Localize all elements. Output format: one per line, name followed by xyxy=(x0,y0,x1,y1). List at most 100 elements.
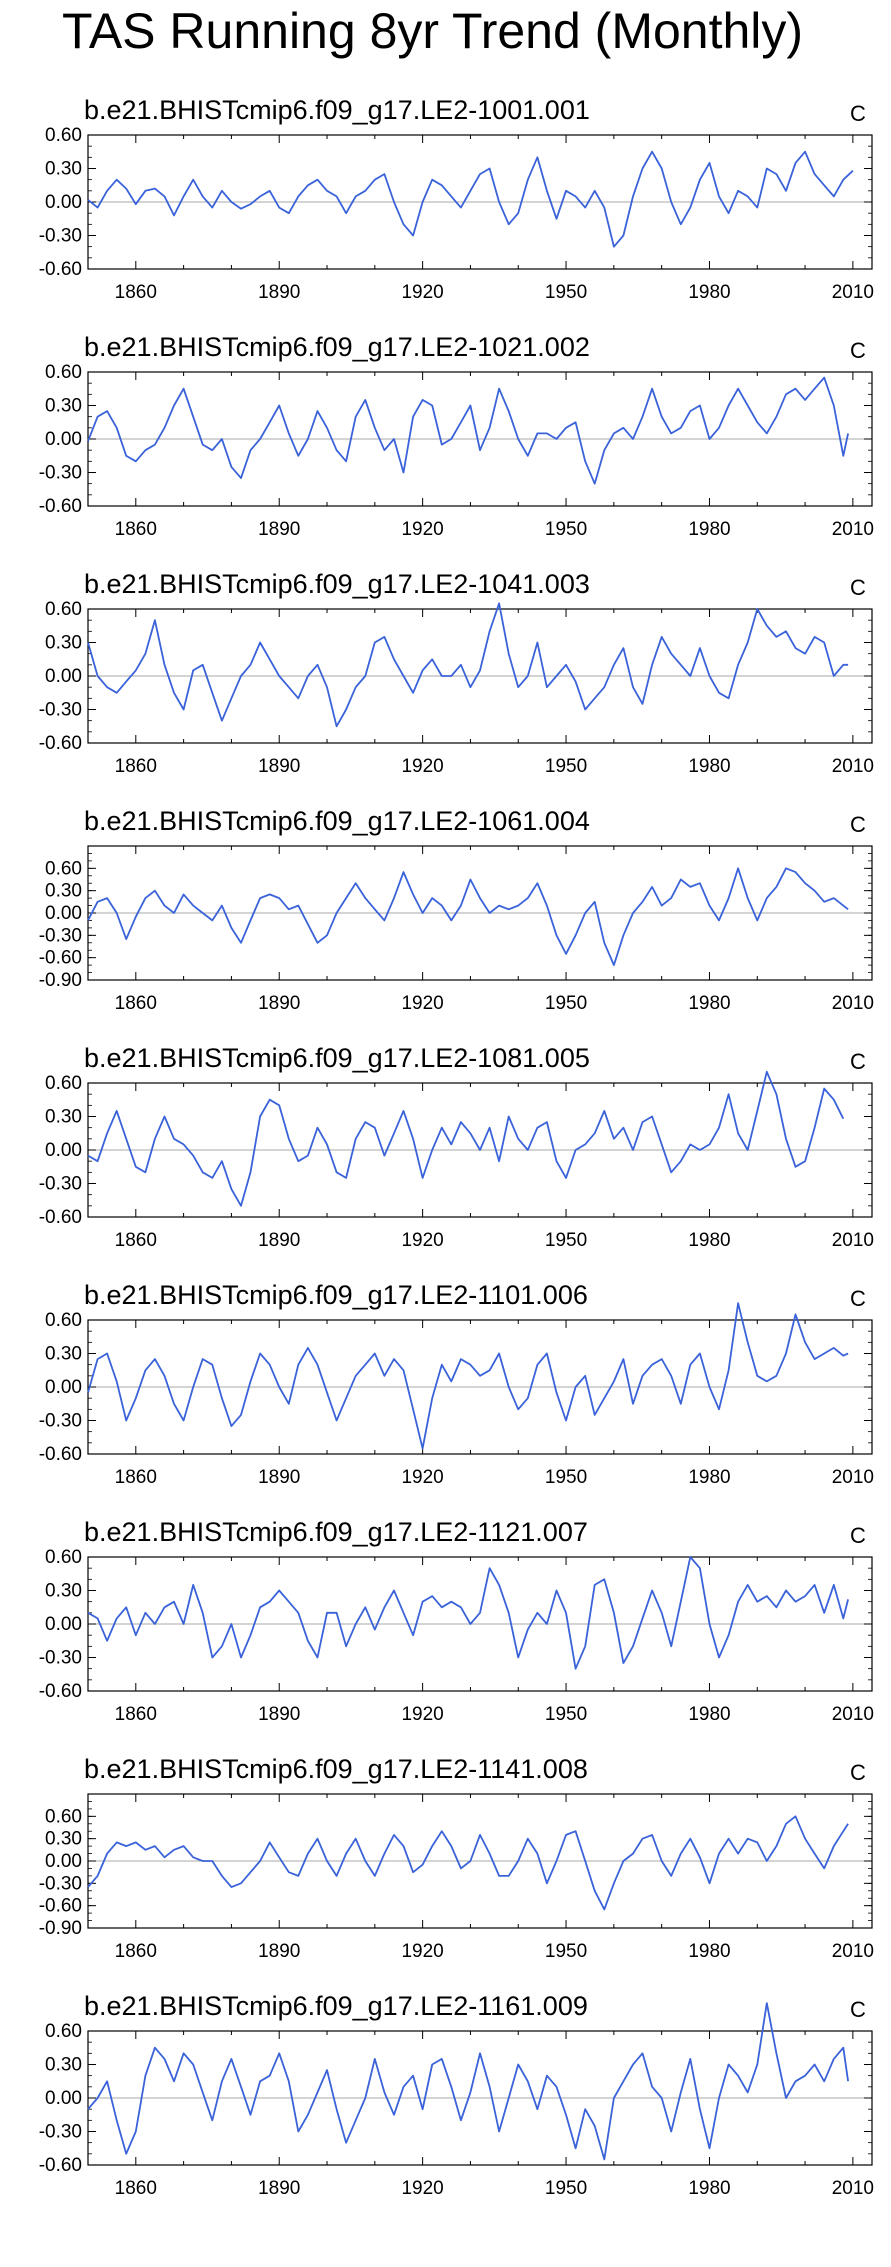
x-tick-label: 1890 xyxy=(258,1941,300,1962)
x-tick-label: 1860 xyxy=(115,756,157,777)
panel-title: b.e21.BHISTcmip6.f09_g17.LE2-1101.006 xyxy=(84,1280,588,1310)
x-tick-label: 1950 xyxy=(545,1467,587,1488)
x-tick-label: 1920 xyxy=(401,1467,443,1488)
series-line xyxy=(87,867,849,966)
panel-title: b.e21.BHISTcmip6.f09_g17.LE2-1081.005 xyxy=(84,1043,590,1073)
chart-panel: b.e21.BHISTcmip6.f09_g17.LE2-1041.003 C 0.… xyxy=(0,569,891,845)
panel-title: b.e21.BHISTcmip6.f09_g17.LE2-1041.003 xyxy=(84,569,590,599)
y-tick-label: 0.30 xyxy=(45,1829,82,1850)
y-tick-label: 0.60 xyxy=(45,125,82,146)
y-tick-label: 0.00 xyxy=(45,1851,82,1872)
x-tick-label: 1920 xyxy=(401,519,443,540)
x-tick-label: 2010 xyxy=(832,519,874,540)
series-line xyxy=(87,2002,849,2161)
y-tick-label: -0.60 xyxy=(39,1444,82,1465)
line-plot: 0.600.300.00-0.30-0.60-0.90 1860 1890 1920 1… xyxy=(39,1793,874,1962)
x-tick-label: 1950 xyxy=(545,756,587,777)
x-tick-label: 1920 xyxy=(401,1230,443,1251)
x-tick-label: 2010 xyxy=(832,993,874,1014)
y-tick-label: -0.60 xyxy=(39,1896,82,1917)
x-tick-label: 1980 xyxy=(688,756,730,777)
y-tick-label: 0.30 xyxy=(45,881,82,902)
x-tick-label: 1980 xyxy=(688,993,730,1014)
x-tick-label: 1860 xyxy=(115,519,157,540)
panel-title: b.e21.BHISTcmip6.f09_g17.LE2-1021.002 xyxy=(84,332,590,362)
units-label: C xyxy=(850,1049,866,1074)
y-tick-label: -0.30 xyxy=(39,226,82,247)
x-tick-label: 2010 xyxy=(832,282,874,303)
y-tick-label: -0.90 xyxy=(39,1918,82,1939)
units-label: C xyxy=(850,1286,866,1311)
y-tick-label: 0.00 xyxy=(45,2088,82,2109)
series-line xyxy=(87,602,849,728)
y-tick-label: -0.90 xyxy=(39,970,82,991)
line-plot: 0.60 0.30 0.00 -0.30 -0.60 1860 1890 1920 1950 19… xyxy=(39,125,874,303)
x-tick-label: 1920 xyxy=(401,993,443,1014)
x-tick-label: 1860 xyxy=(115,1230,157,1251)
y-tick-label: -0.60 xyxy=(39,496,82,517)
y-tick-label: 0.00 xyxy=(45,192,82,213)
y-tick-label: -0.30 xyxy=(39,1648,82,1669)
y-tick-label: 0.00 xyxy=(45,1614,82,1635)
y-tick-label: 0.30 xyxy=(45,2055,82,2076)
chart-panel: b.e21.BHISTcmip6.f09_g17.LE2-1081.005 C 0.… xyxy=(0,1043,891,1319)
x-tick-label: 1950 xyxy=(545,2178,587,2199)
units-label: C xyxy=(850,1760,866,1785)
x-tick-label: 1860 xyxy=(115,2178,157,2199)
y-tick-label: -0.30 xyxy=(39,1411,82,1432)
x-tick-label: 1950 xyxy=(545,993,587,1014)
y-tick-label: -0.30 xyxy=(39,2122,82,2143)
x-tick-label: 2010 xyxy=(832,756,874,777)
x-tick-label: 1890 xyxy=(258,1467,300,1488)
x-tick-label: 1920 xyxy=(401,1704,443,1725)
units-label: C xyxy=(850,1997,866,2022)
y-tick-label: 0.30 xyxy=(45,1344,82,1365)
y-tick-label: 0.60 xyxy=(45,1806,82,1827)
y-tick-label: 0.30 xyxy=(45,396,82,417)
x-tick-label: 1890 xyxy=(258,2178,300,2199)
line-plot: 0.60 0.30 0.00 -0.30 -0.60 1860 1890 1920 1950 19… xyxy=(39,599,874,777)
y-tick-label: 0.60 xyxy=(45,599,82,620)
y-tick-label: 0.00 xyxy=(45,1377,82,1398)
x-tick-label: 1860 xyxy=(115,993,157,1014)
y-tick-label: -0.60 xyxy=(39,948,82,969)
y-tick-label: -0.30 xyxy=(39,463,82,484)
chart-panel: b.e21.BHISTcmip6.f09_g17.LE2-1001.001 C 0.… xyxy=(0,95,891,371)
y-tick-label: 0.30 xyxy=(45,1581,82,1602)
x-tick-label: 2010 xyxy=(832,1941,874,1962)
x-tick-label: 2010 xyxy=(832,1230,874,1251)
x-tick-label: 1890 xyxy=(258,282,300,303)
y-tick-label: -0.60 xyxy=(39,2155,82,2176)
y-tick-label: 0.00 xyxy=(45,1140,82,1161)
x-tick-label: 1980 xyxy=(688,519,730,540)
y-tick-label: -0.60 xyxy=(39,733,82,754)
x-tick-label: 1920 xyxy=(401,2178,443,2199)
figure-title: TAS Running 8yr Trend (Monthly) xyxy=(62,3,804,59)
x-tick-label: 1890 xyxy=(258,993,300,1014)
x-tick-label: 1980 xyxy=(688,1467,730,1488)
y-tick-label: -0.60 xyxy=(39,1207,82,1228)
y-tick-label: -0.30 xyxy=(39,925,82,946)
series-line xyxy=(87,376,849,485)
x-tick-label: 1980 xyxy=(688,1230,730,1251)
line-plot: 0.60 0.30 0.00 -0.30 -0.60 1860 1890 1920 1950 19… xyxy=(39,1070,874,1251)
units-label: C xyxy=(850,812,866,837)
x-tick-label: 1890 xyxy=(258,756,300,777)
y-tick-label: 0.60 xyxy=(45,362,82,383)
units-label: C xyxy=(850,575,866,600)
series-line xyxy=(87,150,854,248)
line-plot: 0.60 0.30 0.00 -0.30 -0.60 1860 1890 1920 1950 19… xyxy=(39,362,874,540)
series-line xyxy=(87,1070,845,1207)
chart-panel: b.e21.BHISTcmip6.f09_g17.LE2-1121.007 C 0.… xyxy=(0,1517,891,1793)
x-tick-label: 1950 xyxy=(545,519,587,540)
x-tick-label: 1860 xyxy=(115,282,157,303)
panel-title: b.e21.BHISTcmip6.f09_g17.LE2-1141.008 xyxy=(84,1754,588,1784)
y-tick-label: -0.30 xyxy=(39,1873,82,1894)
y-tick-label: 0.60 xyxy=(45,2021,82,2042)
series-line xyxy=(87,1556,849,1670)
x-tick-label: 1920 xyxy=(401,1941,443,1962)
y-tick-label: -0.30 xyxy=(39,1174,82,1195)
units-label: C xyxy=(850,101,866,126)
x-tick-label: 2010 xyxy=(832,1704,874,1725)
x-tick-label: 1950 xyxy=(545,1704,587,1725)
